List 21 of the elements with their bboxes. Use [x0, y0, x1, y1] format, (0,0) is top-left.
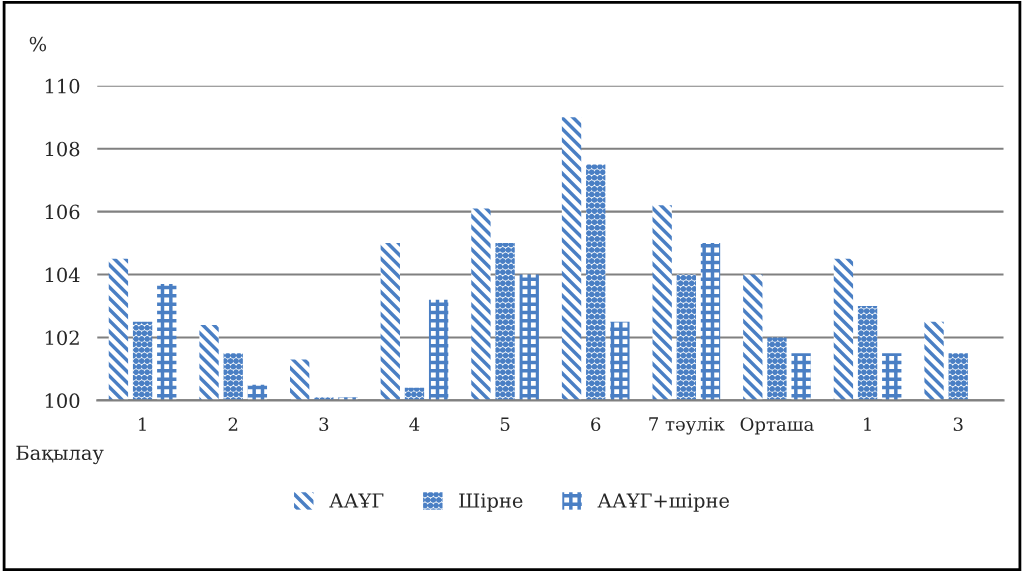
x-tick-label: 1 — [864, 417, 871, 431]
x-tick-label: Орташа — [740, 417, 814, 435]
x-tick-label: 3 — [319, 417, 329, 432]
y-axis-title: % — [29, 36, 47, 52]
y-tick-label: 110 — [45, 78, 80, 94]
y-tick-label: 108 — [45, 141, 80, 157]
legend-label: ААҰГ+шірне — [597, 493, 729, 512]
x-tick-label: 2 — [228, 417, 238, 431]
y-tick-label: 104 — [45, 267, 80, 283]
y-tick-label: 102 — [45, 330, 79, 346]
x-tick-label: 5 — [500, 417, 510, 432]
x-tick-label: 1 — [139, 417, 146, 431]
legend-label: Шірне — [459, 493, 523, 512]
x-tick-label: 7 тәулік — [649, 417, 725, 435]
legend-label: ААҰГ — [329, 493, 384, 508]
text: Бақылау — [16, 445, 104, 465]
x-tick-label: 3 — [953, 417, 963, 432]
x-tick-label: 4 — [409, 417, 420, 431]
y-tick-label: 100 — [45, 393, 80, 409]
y-tick-label: 106 — [45, 204, 80, 220]
x-tick-label: 6 — [591, 417, 601, 432]
